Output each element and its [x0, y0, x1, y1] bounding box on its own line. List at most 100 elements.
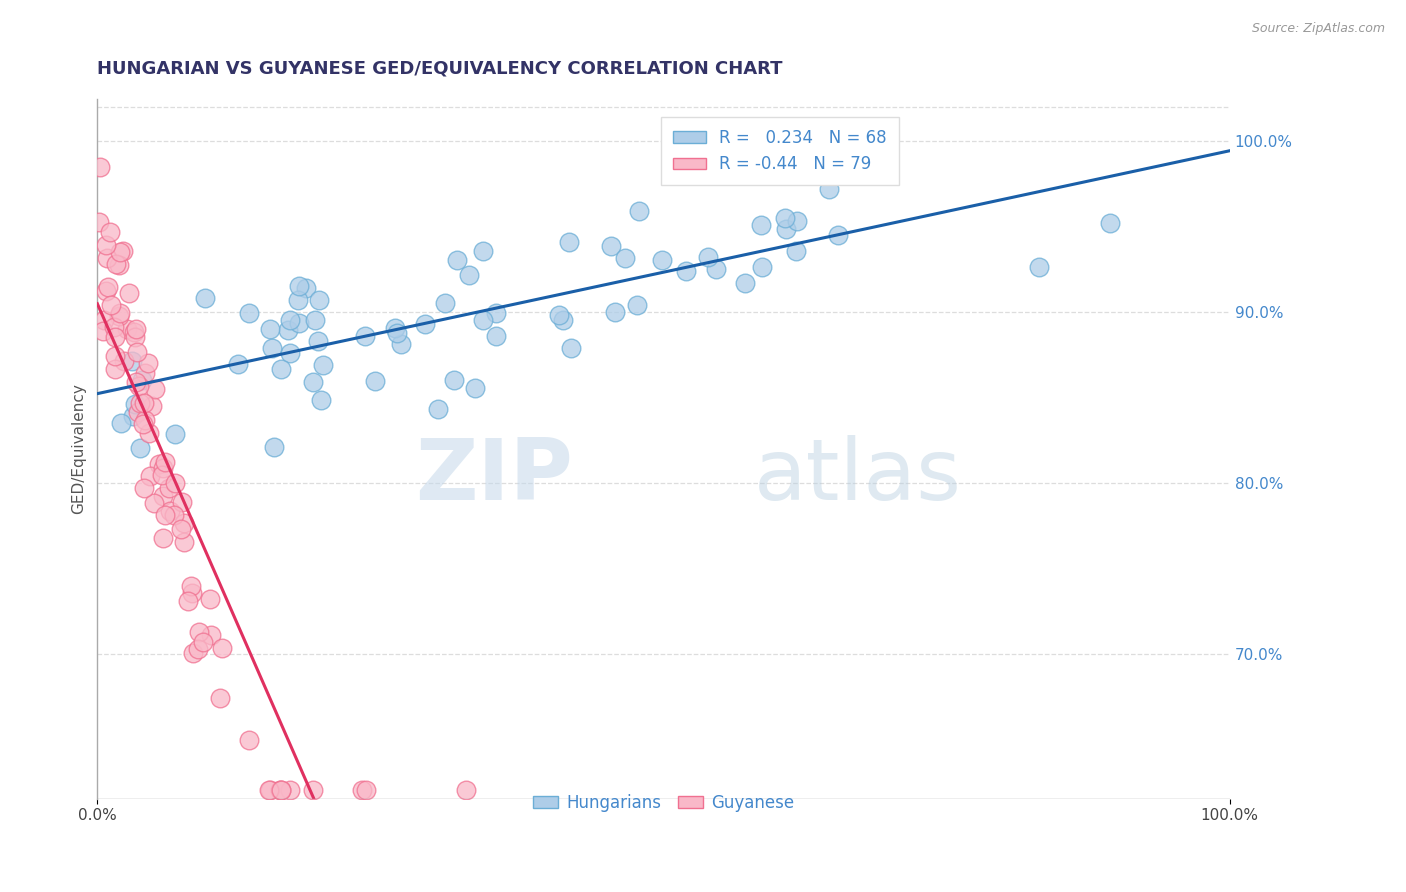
Point	[138, 425, 160, 440]
Point	[191, 635, 214, 649]
Point	[704, 262, 727, 277]
Point	[413, 317, 436, 331]
Point	[134, 396, 156, 410]
Point	[312, 358, 335, 372]
Point	[1098, 216, 1121, 230]
Point	[108, 245, 131, 260]
Point	[96, 238, 118, 252]
Point	[93, 313, 115, 327]
Point	[131, 417, 153, 431]
Point	[257, 783, 280, 797]
Point	[309, 392, 332, 407]
Point	[259, 783, 281, 797]
Point	[226, 358, 249, 372]
Point	[238, 732, 260, 747]
Point	[159, 504, 181, 518]
Point	[163, 427, 186, 442]
Point	[389, 336, 412, 351]
Point	[152, 460, 174, 475]
Point	[198, 591, 221, 606]
Point	[141, 399, 163, 413]
Point	[94, 284, 117, 298]
Point	[122, 409, 145, 424]
Point	[121, 354, 143, 368]
Point	[350, 783, 373, 797]
Point	[260, 342, 283, 356]
Point	[548, 308, 571, 322]
Point	[104, 330, 127, 344]
Point	[96, 251, 118, 265]
Point	[124, 397, 146, 411]
Point	[181, 585, 204, 599]
Point	[353, 328, 375, 343]
Point	[697, 250, 720, 264]
Point	[124, 330, 146, 344]
Point	[773, 211, 796, 226]
Point	[827, 228, 849, 243]
Point	[385, 326, 408, 340]
Point	[155, 455, 177, 469]
Point	[163, 475, 186, 490]
Legend: Hungarians, Guyanese: Hungarians, Guyanese	[526, 787, 801, 819]
Point	[751, 260, 773, 275]
Point	[209, 691, 232, 706]
Point	[170, 522, 193, 536]
Point	[87, 215, 110, 229]
Point	[558, 235, 581, 249]
Point	[211, 640, 233, 655]
Point	[307, 334, 329, 349]
Point	[118, 285, 141, 300]
Point	[786, 214, 808, 228]
Point	[97, 280, 120, 294]
Point	[295, 281, 318, 295]
Point	[472, 313, 495, 327]
Point	[104, 362, 127, 376]
Point	[457, 268, 479, 282]
Point	[288, 279, 311, 293]
Point	[844, 158, 866, 172]
Point	[122, 325, 145, 339]
Point	[145, 382, 167, 396]
Point	[433, 296, 456, 310]
Point	[188, 624, 211, 639]
Point	[628, 203, 651, 218]
Point	[155, 508, 177, 522]
Point	[288, 316, 311, 330]
Point	[626, 298, 648, 312]
Point	[364, 374, 387, 388]
Point	[287, 293, 309, 308]
Point	[200, 628, 222, 642]
Point	[108, 305, 131, 319]
Text: atlas: atlas	[754, 435, 962, 518]
Point	[103, 320, 125, 334]
Point	[278, 345, 301, 359]
Point	[152, 489, 174, 503]
Point	[89, 161, 111, 175]
Point	[259, 322, 281, 336]
Point	[173, 516, 195, 530]
Point	[98, 225, 121, 239]
Text: ZIP: ZIP	[415, 435, 574, 518]
Point	[560, 341, 582, 355]
Point	[152, 531, 174, 545]
Point	[134, 366, 156, 380]
Point	[187, 641, 209, 656]
Point	[464, 380, 486, 394]
Point	[173, 535, 195, 549]
Point	[263, 440, 285, 454]
Point	[302, 783, 325, 797]
Point	[104, 349, 127, 363]
Point	[100, 298, 122, 312]
Point	[308, 293, 330, 308]
Point	[91, 324, 114, 338]
Point	[125, 345, 148, 359]
Point	[277, 323, 299, 337]
Point	[177, 594, 200, 608]
Y-axis label: GED/Equivalency: GED/Equivalency	[72, 384, 86, 514]
Point	[278, 783, 301, 797]
Point	[454, 783, 477, 797]
Point	[127, 405, 149, 419]
Point	[238, 306, 260, 320]
Point	[157, 481, 180, 495]
Point	[651, 252, 673, 267]
